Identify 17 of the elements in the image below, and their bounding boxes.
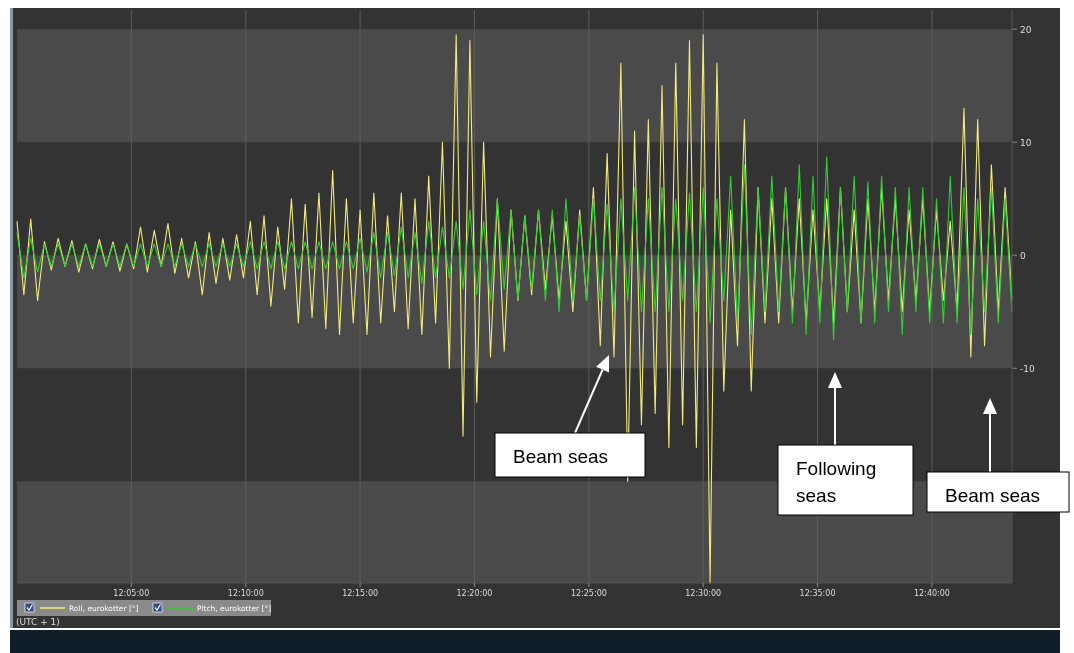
annotation: Beam seas [513, 446, 609, 467]
y-tick-label: 0 [1020, 250, 1026, 261]
x-tick-label: 12:30:00 [685, 589, 722, 598]
y-tick-label: 20 [1020, 24, 1032, 35]
x-tick-label: 12:05:00 [113, 589, 150, 598]
x-tick-label: 12:20:00 [456, 589, 493, 598]
annotation: Following seas [796, 458, 877, 506]
x-tick-label: 12:10:00 [227, 589, 264, 598]
x-tick-label: 12:35:00 [799, 589, 836, 598]
y-tick-label: 10 [1020, 137, 1032, 148]
y-tick-label: -10 [1020, 363, 1035, 374]
line-series [16, 156, 1013, 341]
x-tick-label: 12:25:00 [570, 589, 607, 598]
text: (UTC + 1) [16, 617, 60, 627]
x-tick-label: 12:15:00 [342, 589, 379, 598]
x-tick-label: 12:40:00 [914, 589, 950, 598]
annotation: Beam seas [945, 485, 1041, 506]
